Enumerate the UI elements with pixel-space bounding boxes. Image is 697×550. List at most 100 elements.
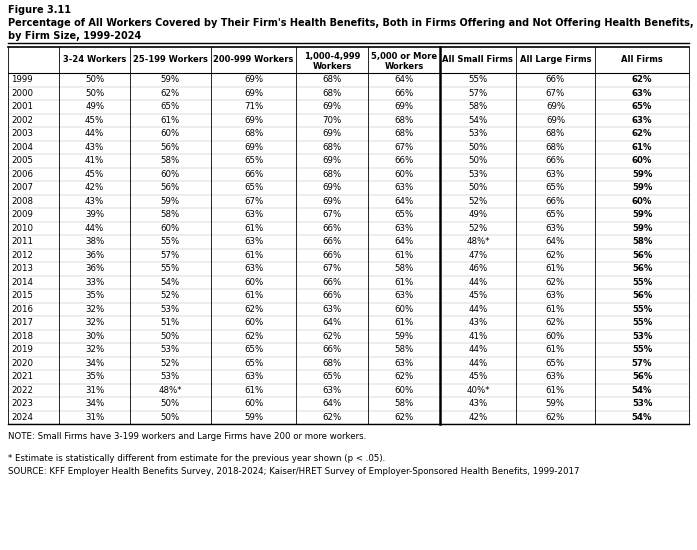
Text: 60%: 60%: [632, 156, 652, 165]
Text: 65%: 65%: [323, 372, 342, 381]
Text: 66%: 66%: [323, 345, 342, 354]
Text: 55%: 55%: [632, 305, 652, 314]
Text: 63%: 63%: [323, 386, 342, 395]
Text: 62%: 62%: [546, 412, 565, 422]
Text: 60%: 60%: [546, 332, 565, 341]
Text: All Firms: All Firms: [621, 56, 663, 64]
Text: 2011: 2011: [11, 237, 33, 246]
Text: 60%: 60%: [395, 386, 414, 395]
Text: 62%: 62%: [632, 129, 652, 138]
Text: 65%: 65%: [161, 102, 180, 111]
Text: 50%: 50%: [161, 332, 180, 341]
Text: 58%: 58%: [395, 264, 414, 273]
Text: 55%: 55%: [632, 318, 652, 327]
Text: 49%: 49%: [468, 210, 487, 219]
Text: 62%: 62%: [395, 412, 414, 422]
Text: 41%: 41%: [468, 332, 487, 341]
Text: 61%: 61%: [395, 278, 414, 287]
Text: 53%: 53%: [161, 305, 180, 314]
Text: 45%: 45%: [468, 372, 487, 381]
Text: 32%: 32%: [85, 318, 105, 327]
Text: 2007: 2007: [11, 183, 33, 192]
Text: 47%: 47%: [468, 251, 487, 260]
Text: 58%: 58%: [632, 237, 652, 246]
Text: 32%: 32%: [85, 345, 105, 354]
Text: 44%: 44%: [85, 129, 105, 138]
Text: 50%: 50%: [85, 89, 105, 98]
Text: 69%: 69%: [546, 102, 565, 111]
Text: 67%: 67%: [323, 210, 342, 219]
Text: 68%: 68%: [323, 89, 342, 98]
Text: 63%: 63%: [546, 292, 565, 300]
Text: 59%: 59%: [161, 197, 180, 206]
Text: 67%: 67%: [395, 143, 414, 152]
Text: 2023: 2023: [11, 399, 33, 408]
Text: 63%: 63%: [244, 210, 263, 219]
Text: 66%: 66%: [546, 75, 565, 84]
Text: 61%: 61%: [632, 143, 652, 152]
Text: 1999: 1999: [11, 75, 33, 84]
Text: 25-199 Workers: 25-199 Workers: [133, 56, 208, 64]
Text: 68%: 68%: [395, 116, 414, 125]
Text: 63%: 63%: [395, 224, 414, 233]
Text: 43%: 43%: [85, 143, 105, 152]
Text: 62%: 62%: [546, 318, 565, 327]
Text: 44%: 44%: [468, 305, 487, 314]
Text: 2005: 2005: [11, 156, 33, 165]
Text: 62%: 62%: [244, 305, 263, 314]
Text: 43%: 43%: [468, 318, 487, 327]
Text: 40%*: 40%*: [466, 386, 489, 395]
Text: SOURCE: KFF Employer Health Benefits Survey, 2018-2024; Kaiser/HRET Survey of Em: SOURCE: KFF Employer Health Benefits Sur…: [8, 467, 579, 476]
Text: 65%: 65%: [395, 210, 414, 219]
Text: 69%: 69%: [323, 102, 342, 111]
Text: 58%: 58%: [161, 210, 180, 219]
Text: 59%: 59%: [546, 399, 565, 408]
Text: 63%: 63%: [546, 224, 565, 233]
Text: 2010: 2010: [11, 224, 33, 233]
Text: 60%: 60%: [161, 224, 180, 233]
Text: 46%: 46%: [468, 264, 487, 273]
Text: 44%: 44%: [85, 224, 105, 233]
Text: 68%: 68%: [323, 143, 342, 152]
Text: 68%: 68%: [395, 129, 414, 138]
Text: 63%: 63%: [632, 89, 652, 98]
Text: 66%: 66%: [323, 251, 342, 260]
Text: 61%: 61%: [546, 264, 565, 273]
Text: 55%: 55%: [632, 278, 652, 287]
Text: 66%: 66%: [323, 224, 342, 233]
Text: 61%: 61%: [244, 292, 263, 300]
Text: 66%: 66%: [546, 197, 565, 206]
Text: 66%: 66%: [323, 278, 342, 287]
Text: 65%: 65%: [244, 345, 263, 354]
Text: 34%: 34%: [85, 399, 105, 408]
Text: 63%: 63%: [632, 116, 652, 125]
Text: 36%: 36%: [85, 264, 105, 273]
Text: 60%: 60%: [244, 318, 263, 327]
Text: 31%: 31%: [85, 386, 105, 395]
Text: 65%: 65%: [546, 359, 565, 368]
Text: 58%: 58%: [395, 399, 414, 408]
Text: All Large Firms: All Large Firms: [520, 56, 591, 64]
Text: 66%: 66%: [323, 292, 342, 300]
Text: Workers: Workers: [385, 62, 424, 71]
Text: 54%: 54%: [468, 116, 487, 125]
Text: 2003: 2003: [11, 129, 33, 138]
Text: 70%: 70%: [323, 116, 342, 125]
Text: 56%: 56%: [161, 143, 180, 152]
Text: 68%: 68%: [546, 129, 565, 138]
Text: 53%: 53%: [161, 345, 180, 354]
Text: 57%: 57%: [161, 251, 180, 260]
Text: 59%: 59%: [632, 170, 652, 179]
Text: 43%: 43%: [85, 197, 105, 206]
Text: 62%: 62%: [323, 332, 342, 341]
Text: * Estimate is statistically different from estimate for the previous year shown : * Estimate is statistically different fr…: [8, 454, 385, 463]
Text: 33%: 33%: [85, 278, 105, 287]
Text: 45%: 45%: [85, 116, 105, 125]
Text: 69%: 69%: [323, 183, 342, 192]
Text: 53%: 53%: [161, 372, 180, 381]
Text: 59%: 59%: [632, 224, 652, 233]
Text: 61%: 61%: [395, 251, 414, 260]
Text: 63%: 63%: [244, 237, 263, 246]
Text: 69%: 69%: [395, 102, 414, 111]
Text: 53%: 53%: [468, 170, 487, 179]
